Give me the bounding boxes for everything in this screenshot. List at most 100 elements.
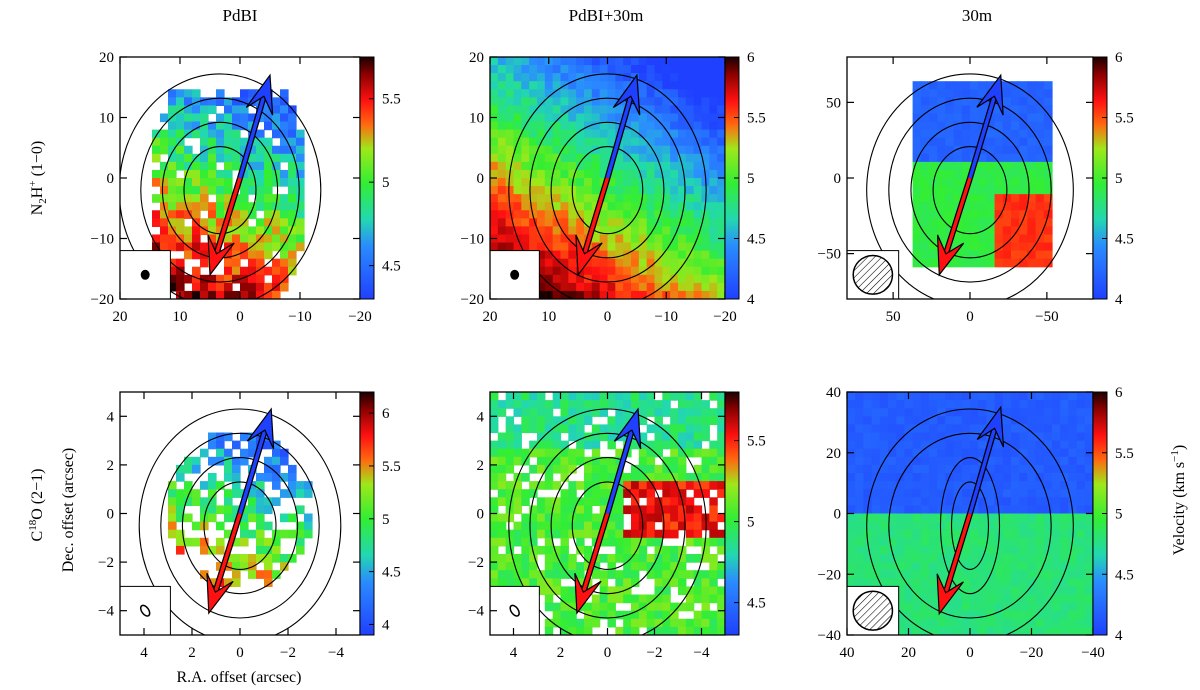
x-tick-label: −2	[280, 645, 296, 661]
x-tick-label: −10	[288, 309, 311, 325]
svg-text:Dec. offset (arcsec): Dec. offset (arcsec)	[60, 448, 77, 573]
x-tick-label: −4	[694, 645, 710, 661]
y-tick-label: −4	[468, 604, 484, 620]
x-tick-label: 4	[140, 645, 148, 661]
x-tick-label: 10	[541, 309, 556, 325]
beam-ellipse	[509, 604, 520, 617]
x-tick-label: 2	[557, 645, 565, 661]
y-tick-label: −20	[461, 292, 484, 308]
y-tick-label: −10	[91, 232, 114, 248]
colorbar-tick-label: 5.5	[382, 92, 401, 108]
x-tick-label: −10	[655, 309, 678, 325]
red-lobe-arrow-shaft	[941, 512, 972, 601]
x-tick-label: 20	[113, 309, 128, 325]
beam-ellipse	[140, 269, 150, 280]
velocity-map	[490, 57, 725, 299]
blue-lobe-arrow-head	[246, 407, 275, 450]
red-lobe-arrow-head	[206, 572, 234, 615]
colorbar-tick-label: 5.5	[1115, 111, 1134, 127]
red-lobe-arrow-head	[574, 572, 602, 615]
x-tick-label: 0	[966, 309, 974, 325]
red-lobe-arrow-head	[575, 234, 603, 277]
svg-text:Velocity (km s−1): Velocity (km s−1)	[1169, 445, 1188, 555]
blue-lobe-arrow-head	[976, 73, 1004, 116]
y-tick-label: 20	[99, 50, 114, 66]
red-lobe-arrow-shaft	[580, 177, 610, 262]
blue-lobe-arrow-shaft	[238, 88, 268, 179]
x-tick-label: 20	[901, 645, 916, 661]
colorbar-tick-label: 4.5	[382, 259, 401, 275]
contour	[571, 481, 644, 570]
x-tick-label: 0	[604, 309, 612, 325]
y-tick-label: 4	[477, 409, 485, 425]
beam-ellipse	[139, 604, 151, 617]
y-tick-label: 20	[469, 50, 484, 66]
contour	[571, 145, 644, 235]
panel-top-right: 50 0 −50 −50 0 50 4 4.5 5 5.5 6	[818, 50, 1134, 325]
x-tick-label: 50	[886, 309, 901, 325]
colorbar-tick-label: 4.5	[747, 596, 766, 612]
contour	[550, 457, 665, 595]
colorbar-tick-label: 6	[1115, 50, 1123, 66]
x-tick-label: −50	[1035, 309, 1058, 325]
y-tick-label: 0	[834, 507, 842, 523]
colorbar-tick-label: 4.5	[1115, 232, 1134, 248]
red-lobe-arrow-head	[936, 573, 964, 616]
y-tick-label: 0	[107, 171, 115, 187]
red-lobe-arrow-shaft	[941, 177, 972, 262]
x-tick-label: −20	[713, 309, 736, 325]
colorbar-tick-label: 5.5	[747, 434, 766, 450]
red-lobe-arrow-head	[207, 234, 235, 277]
contour	[508, 73, 707, 299]
colorbar-tick-label: 4	[382, 617, 390, 633]
y-tick-label: 40	[826, 385, 841, 401]
colorbar-tick-label: 5.5	[747, 111, 766, 127]
colorbar-tick-label: 4.5	[1115, 567, 1134, 583]
colorbar	[359, 56, 375, 300]
y-tick-label: 0	[477, 171, 485, 187]
contour	[529, 97, 686, 283]
contour	[181, 457, 299, 595]
panel-bottom-right: 40 20 0 −20 −40 −40 −20 0 20 40 4 4.5 5 5.5 6	[818, 385, 1134, 661]
x-tick-label: −4	[328, 645, 344, 661]
x-tick-label: 10	[173, 309, 188, 325]
colorbar-tick-label: 6	[1115, 385, 1123, 401]
contour	[550, 121, 665, 259]
beam-ellipse	[510, 269, 520, 280]
row-label-c18o: C18O (2−1)	[27, 469, 46, 542]
colorbar-tick-label: 4.5	[382, 565, 401, 581]
panel-top-left: 20 10 0 −10 −20 −20 −10 0 10 20 4.5 5 5.5	[91, 50, 401, 325]
panel-bottom-middle: 4 2 0 −2 −4 −4 −2 0 2 4 4.5 5 5.5	[468, 391, 766, 661]
colorbar-tick-label: 4	[1115, 628, 1123, 644]
column-title-pdbi-30m: PdBI+30m	[569, 6, 644, 25]
column-title-pdbi: PdBI	[223, 6, 258, 25]
contour	[203, 481, 277, 570]
blue-lobe-arrow-head	[612, 73, 641, 116]
y-tick-label: 0	[477, 507, 485, 523]
colorbar-tick-label: 5	[747, 171, 755, 187]
contour	[138, 408, 342, 635]
y-tick-label: 0	[107, 507, 115, 523]
red-lobe-arrow-shaft	[579, 512, 610, 601]
colorbar-tick-label: 5	[382, 175, 390, 191]
colorbar-tick-label: 6	[747, 50, 755, 66]
red-lobe-arrow-shaft	[211, 512, 242, 601]
x-tick-label: −2	[647, 645, 663, 661]
y-tick-label: −2	[98, 555, 114, 571]
contour	[950, 481, 989, 570]
panel-bottom-left: 4 2 0 −2 −4 −4 −2 0 2 4 4 4.5 5 5.5 6	[98, 391, 401, 661]
beam-ellipse	[852, 590, 894, 631]
y-tick-label: −10	[461, 232, 484, 248]
contour	[529, 432, 686, 619]
y-tick-label: −20	[91, 292, 114, 308]
colorbar	[724, 391, 740, 636]
contour	[910, 121, 1030, 259]
contour	[140, 97, 300, 283]
y-tick-label: −4	[98, 604, 114, 620]
row-label-n2h: N2H+ (1−0)	[27, 141, 49, 216]
x-tick-label: 20	[483, 309, 498, 325]
x-tick-label: 0	[966, 645, 974, 661]
contour	[932, 145, 1008, 235]
y-tick-label: 2	[477, 458, 485, 474]
